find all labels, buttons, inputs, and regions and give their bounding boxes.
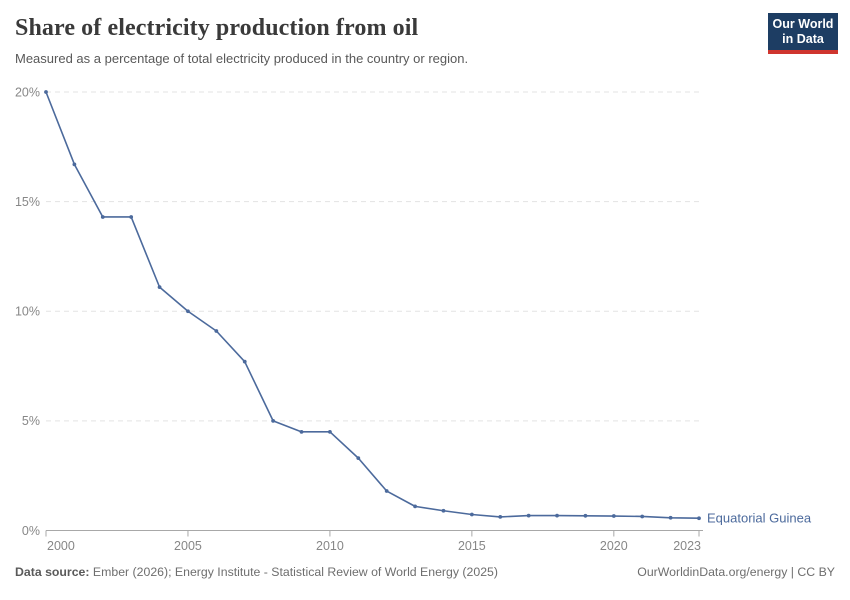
data-point[interactable] <box>44 90 48 94</box>
data-point[interactable] <box>328 429 332 434</box>
y-tick-label: 10% <box>15 305 40 319</box>
data-point[interactable] <box>129 215 134 219</box>
data-point[interactable] <box>555 513 559 518</box>
data-point[interactable] <box>356 456 361 461</box>
x-tick-label: 2020 <box>600 539 628 553</box>
credit-link[interactable]: OurWorldinData.org/energy | CC BY <box>637 565 835 579</box>
data-point[interactable] <box>186 309 190 314</box>
chart-footer: Data source: Ember (2026); Energy Instit… <box>15 565 835 579</box>
y-tick-label: 5% <box>22 414 40 428</box>
data-point[interactable] <box>413 504 417 509</box>
x-tick-label: 2010 <box>316 539 344 553</box>
data-point[interactable] <box>498 515 503 519</box>
logo-line-1: Our World <box>772 17 834 31</box>
x-tick-label: 2023 <box>673 539 701 553</box>
data-point[interactable] <box>583 513 588 518</box>
x-tick-label: 2000 <box>47 539 75 553</box>
data-point[interactable] <box>441 508 446 513</box>
x-tick-label: 2005 <box>174 539 202 553</box>
data-point[interactable] <box>299 429 304 434</box>
data-point[interactable] <box>668 515 673 520</box>
data-point[interactable] <box>100 215 105 219</box>
entity-label: Equatorial Guinea <box>707 511 812 526</box>
owid-logo[interactable]: Our World in Data <box>768 13 838 54</box>
data-source-label: Data source: <box>15 565 90 579</box>
data-point[interactable] <box>72 162 77 167</box>
y-tick-label: 0% <box>22 524 40 538</box>
y-tick-label: 15% <box>15 195 40 209</box>
data-point[interactable] <box>640 514 645 519</box>
data-point[interactable] <box>214 329 219 333</box>
data-point[interactable] <box>271 418 276 423</box>
chart-subtitle: Measured as a percentage of total electr… <box>15 51 469 66</box>
data-point[interactable] <box>242 359 247 364</box>
page-title: Share of electricity production from oil <box>15 15 419 41</box>
data-point[interactable] <box>469 512 474 517</box>
data-source-text: Ember (2026); Energy Institute - Statist… <box>89 565 498 579</box>
data-point[interactable] <box>157 285 162 290</box>
data-point[interactable] <box>526 513 531 518</box>
data-point[interactable] <box>697 516 701 521</box>
logo-line-2: in Data <box>782 32 824 46</box>
y-tick-label: 20% <box>15 85 40 99</box>
data-point[interactable] <box>611 514 616 518</box>
data-point[interactable] <box>384 489 389 493</box>
data-source: Data source: Ember (2026); Energy Instit… <box>15 565 498 579</box>
x-tick-label: 2015 <box>458 539 486 553</box>
series-line <box>45 91 700 520</box>
